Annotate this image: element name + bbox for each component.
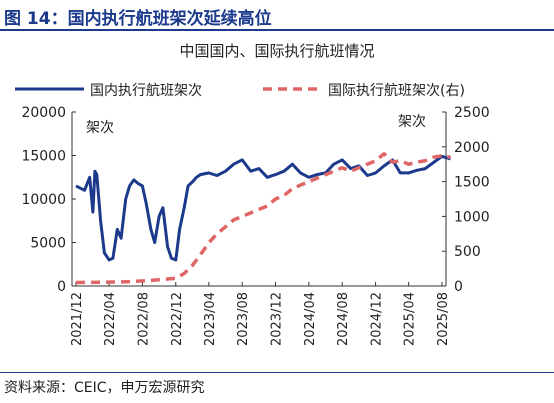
y-right-tick-label: 0 <box>454 279 463 295</box>
figure-header: 图 14：国内执行航班架次延续高位 <box>0 0 554 31</box>
x-tick-label: 2025/04 <box>403 292 418 346</box>
series-line-domestic <box>75 154 451 262</box>
legend-label-domestic: 国内执行航班架次 <box>90 83 202 99</box>
y-left-tick-label: 5000 <box>30 236 66 252</box>
x-tick-label: 2022/08 <box>136 292 151 346</box>
y-left-tick-label: 0 <box>57 279 66 295</box>
x-tick-label: 2022/12 <box>170 292 185 346</box>
series-line-international <box>75 152 451 285</box>
chart-title: 中国国内、国际执行航班情况 <box>179 42 375 60</box>
flight-chart: 0 5000 10000 15000 20000 0 500 1000 1500 2000 2500… <box>15 83 490 346</box>
x-tick-label: 2023/12 <box>270 292 285 346</box>
y-right-tick-label: 1500 <box>454 175 490 191</box>
y-left-tick-label: 10000 <box>21 192 66 208</box>
x-tick-label: 2023/08 <box>236 292 251 346</box>
figure-title: 图 14：国内执行航班架次延续高位 <box>4 9 272 29</box>
footer-rule <box>0 372 554 373</box>
x-tick-label: 2025/08 <box>436 292 451 346</box>
figure-source: 资料来源：CEIC，申万宏源研究 <box>4 380 205 396</box>
y-left-label: 架次 <box>86 120 114 136</box>
y-left-tick-label: 15000 <box>21 149 66 165</box>
x-tick-label: 2024/04 <box>303 292 318 346</box>
y-right-tick-label: 2500 <box>454 105 490 121</box>
y-right-tick-label: 1000 <box>454 209 490 225</box>
x-tick-label: 2023/04 <box>203 292 218 346</box>
y-right-tick-label: 2000 <box>454 140 490 156</box>
y-right-tick-label: 500 <box>454 244 481 260</box>
legend-label-international: 国际执行航班架次(右) <box>328 83 465 99</box>
y-right-label: 架次 <box>398 114 426 130</box>
x-tick-label: 2022/04 <box>103 292 118 346</box>
x-tick-label: 2024/08 <box>336 292 351 346</box>
header-rule <box>0 29 554 31</box>
x-tick-label: 2024/12 <box>370 292 385 346</box>
x-tick-label: 2021/12 <box>70 292 85 346</box>
y-left-tick-label: 20000 <box>21 105 66 121</box>
